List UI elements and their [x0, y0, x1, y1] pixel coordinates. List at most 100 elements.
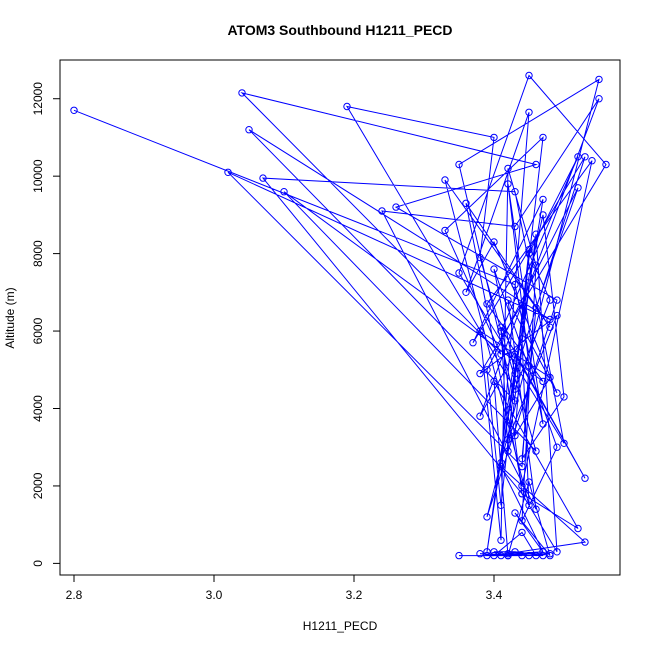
data-point — [497, 350, 505, 358]
data-point — [511, 509, 519, 517]
data-point — [497, 459, 505, 467]
data-point — [476, 550, 484, 558]
data-point — [525, 478, 533, 486]
data-point — [574, 184, 582, 192]
data-point — [525, 246, 533, 254]
data-point — [504, 180, 512, 188]
data-point — [518, 462, 526, 471]
data-point — [539, 377, 547, 386]
x-axis: 2.8 3.0 3.2 3.4 — [66, 575, 503, 602]
data-point — [525, 362, 533, 370]
data-point — [546, 373, 554, 382]
y-axis: 0 2000 4000 6000 8000 10000 12000 — [31, 82, 60, 567]
y-tick-label: 10000 — [31, 159, 45, 193]
data-point — [511, 385, 519, 393]
data-point — [455, 551, 463, 560]
data-point — [511, 548, 519, 556]
data-point — [532, 230, 540, 238]
data-point — [476, 369, 484, 378]
data-point — [245, 126, 253, 134]
data-point — [525, 249, 533, 258]
data-point — [483, 513, 491, 521]
data-point — [518, 551, 526, 560]
chart-title: ATOM3 Southbound H1211_PECD — [227, 22, 452, 38]
data-point — [483, 551, 491, 560]
data-point — [462, 288, 470, 296]
data-point — [462, 199, 470, 208]
data-point — [441, 176, 449, 184]
data-point — [553, 548, 561, 556]
data-point — [525, 501, 533, 509]
data-point — [518, 335, 526, 343]
data-point — [392, 203, 400, 211]
y-tick-label: 12000 — [31, 82, 45, 116]
data-point — [490, 548, 498, 556]
series-line — [73, 74, 607, 557]
data-point — [525, 71, 533, 80]
data-point — [518, 490, 526, 498]
data-point — [525, 108, 533, 117]
data-point — [497, 327, 505, 335]
data-point — [511, 222, 519, 231]
data-point — [518, 517, 526, 525]
data-point — [224, 168, 232, 177]
data-point — [504, 164, 512, 173]
data-point — [504, 550, 512, 558]
data-point — [581, 153, 589, 161]
data-point — [539, 211, 547, 219]
data-point — [581, 474, 589, 482]
data-point — [476, 327, 484, 335]
data-point — [532, 160, 540, 169]
data-point — [476, 253, 484, 262]
data-point — [595, 75, 603, 84]
data-point — [602, 160, 610, 169]
data-point — [455, 269, 463, 277]
y-tick-label: 4000 — [31, 395, 45, 422]
y-tick-label: 2000 — [31, 472, 45, 499]
data-point — [441, 226, 449, 235]
x-axis-label: H1211_PECD — [303, 619, 378, 633]
x-tick-label: 3.4 — [486, 588, 503, 602]
data-point — [238, 89, 246, 97]
data-point — [511, 188, 519, 196]
data-point — [511, 350, 519, 358]
data-point — [588, 157, 596, 165]
data-point — [490, 551, 498, 560]
data-point — [511, 431, 519, 440]
data-point — [546, 315, 554, 324]
y-tick-label: 6000 — [31, 317, 45, 344]
data-point — [280, 188, 288, 196]
y-tick-label: 8000 — [31, 240, 45, 267]
data-point — [497, 536, 505, 544]
data-point — [490, 265, 498, 273]
data-point — [553, 311, 561, 320]
data-point — [343, 102, 351, 111]
data-point — [378, 207, 386, 215]
data-point — [476, 412, 484, 420]
data-point — [539, 420, 547, 428]
data-point — [483, 548, 491, 556]
data-point — [532, 505, 540, 513]
data-point — [574, 153, 582, 161]
data-point — [539, 195, 547, 204]
data-point — [553, 389, 561, 397]
y-tick-label: 0 — [31, 560, 45, 567]
data-point — [511, 397, 519, 405]
data-point — [518, 528, 526, 537]
data-point — [560, 393, 568, 401]
data-point — [497, 501, 505, 509]
data-point — [483, 366, 491, 374]
x-tick-label: 3.2 — [346, 588, 363, 602]
y-axis-label: Altitude (m) — [3, 287, 17, 348]
plot-frame — [59, 59, 621, 576]
data-point — [546, 551, 554, 560]
data-point — [525, 551, 533, 560]
data-point — [259, 174, 267, 182]
data-point — [469, 339, 477, 347]
data-point — [504, 551, 512, 560]
data-point — [539, 548, 547, 556]
data-point — [490, 133, 498, 142]
data-point — [574, 524, 582, 533]
